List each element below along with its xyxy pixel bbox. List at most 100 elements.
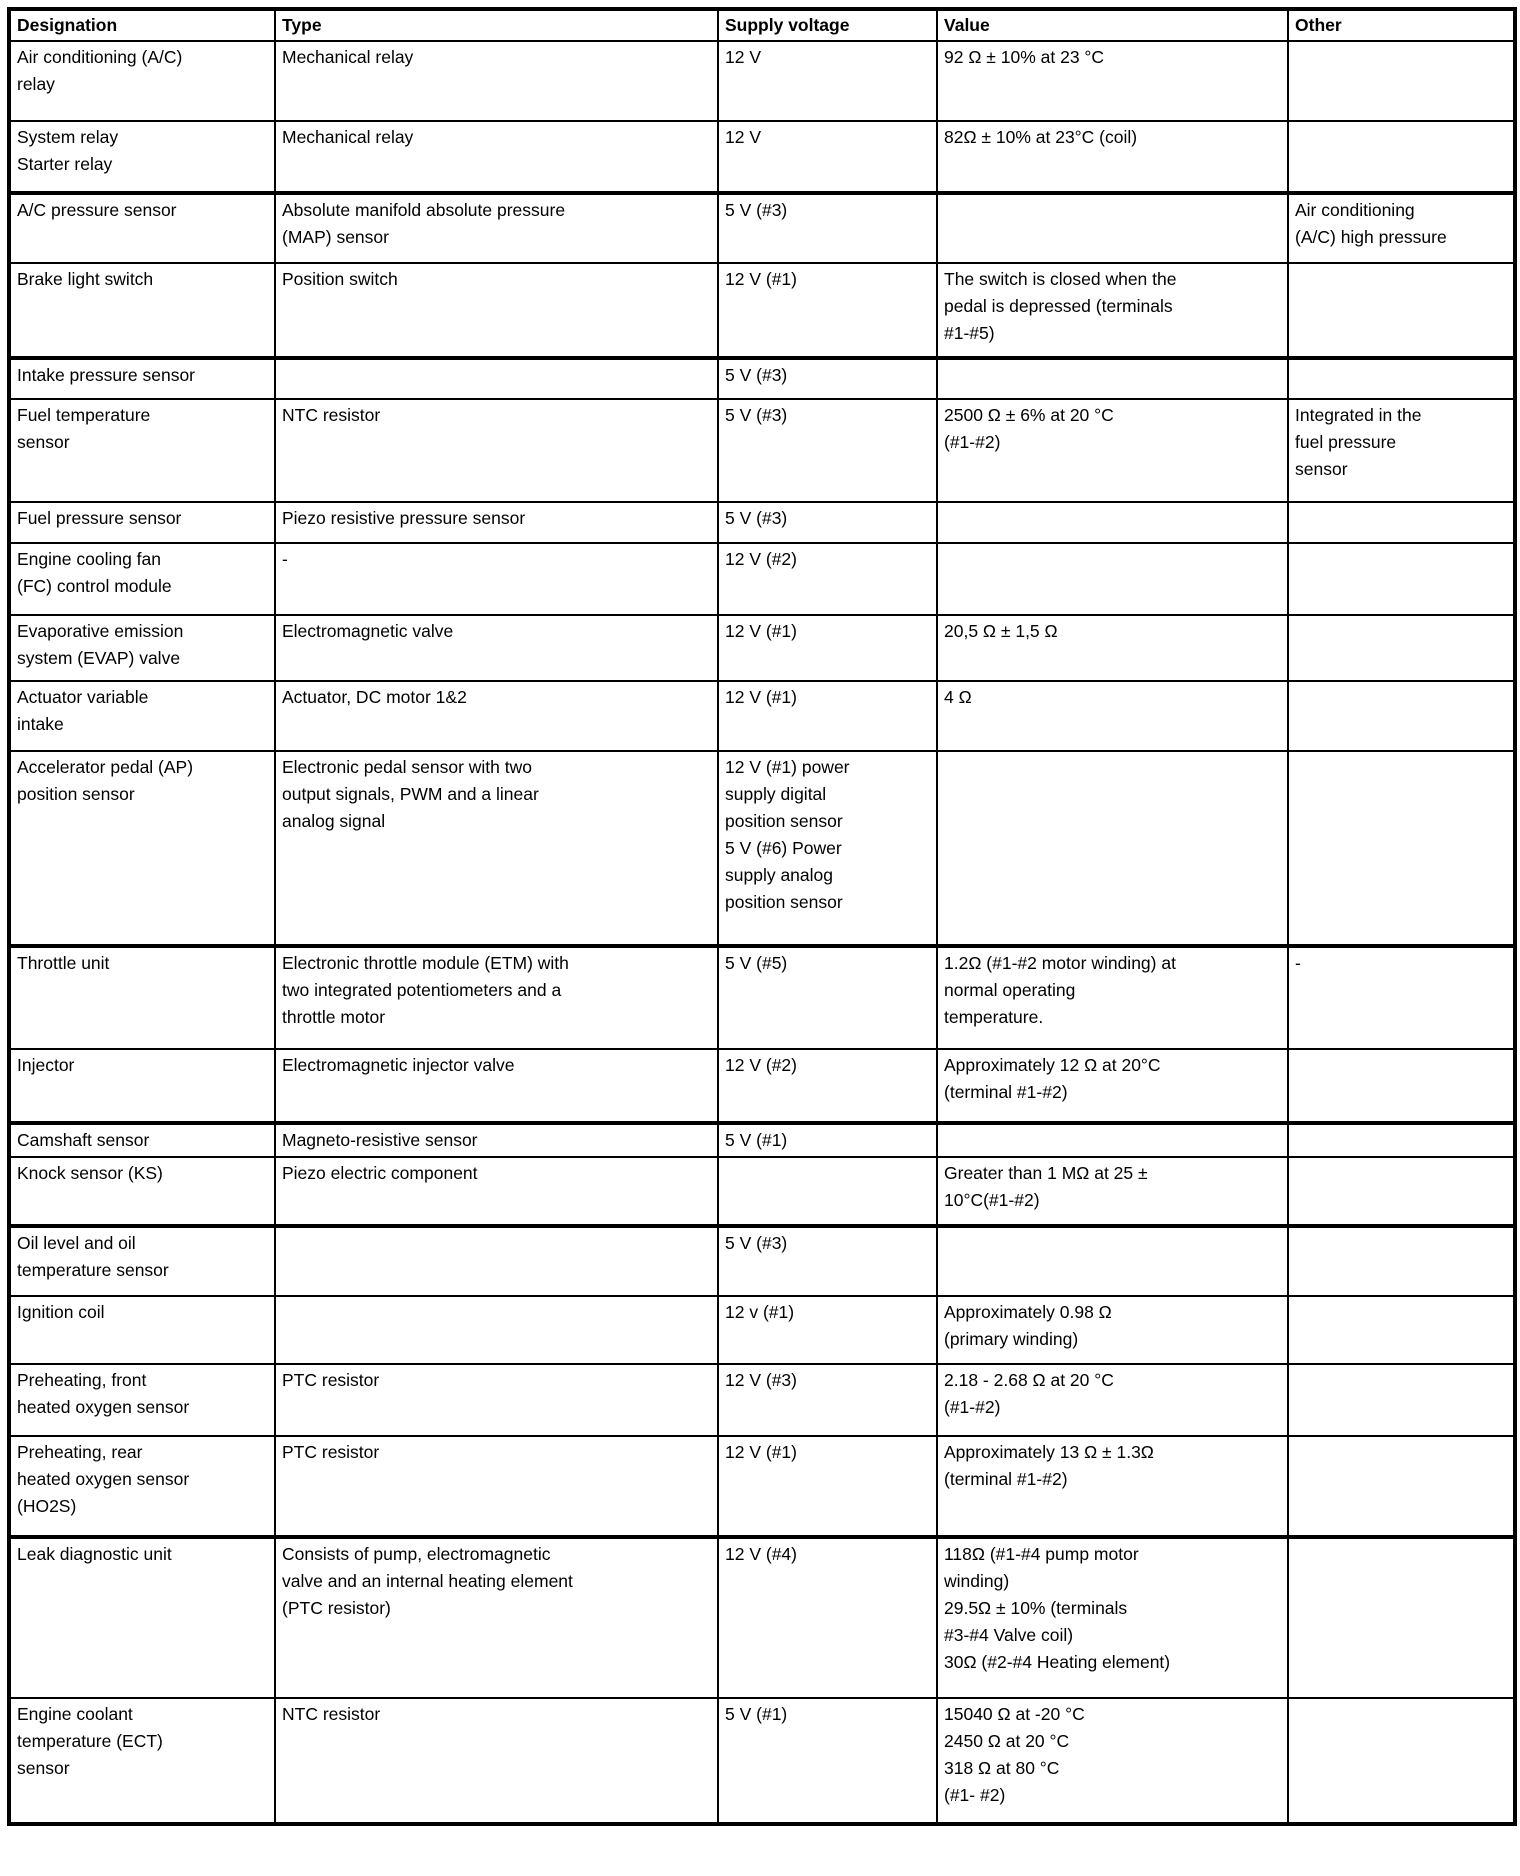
cell-designation: Accelerator pedal (AP) position sensor (8, 750, 276, 947)
table-row: Leak diagnostic unit Consists of pump, el… (8, 1535, 1516, 1699)
cell-designation: Throttle unit (8, 944, 276, 1050)
cell-designation: Fuel temperature sensor (8, 398, 276, 503)
cell-supply_voltage: 12 v (#1) (717, 1295, 938, 1365)
cell-value: 2500 Ω ± 6% at 20 °C (#1-#2) (936, 398, 1289, 503)
cell-other (1287, 1697, 1516, 1825)
cell-value (936, 1121, 1289, 1158)
table-row: Accelerator pedal (AP) position sensor El… (8, 750, 1516, 947)
cell-type: PTC resistor (274, 1435, 719, 1538)
table-row: System relay Starter relay Mechanical rel… (8, 120, 1516, 194)
cell-other (1287, 1121, 1516, 1158)
cell-value: Approximately 13 Ω ± 1.3Ω (terminal #1-#… (936, 1435, 1289, 1538)
cell-supply_voltage: 12 V (#3) (717, 1363, 938, 1437)
cell-designation: Engine cooling fan (FC) control module (8, 542, 276, 616)
cell-type: NTC resistor (274, 398, 719, 503)
cell-designation: Intake pressure sensor (8, 356, 276, 400)
cell-supply_voltage: 12 V (#4) (717, 1535, 938, 1699)
cell-value: The switch is closed when the pedal is d… (936, 262, 1289, 359)
cell-value (936, 191, 1289, 264)
cell-other: Integrated in the fuel pressure sensor (1287, 398, 1516, 503)
cell-value (936, 542, 1289, 616)
table-row: Camshaft sensor Magneto-resistive sensor 5… (8, 1121, 1516, 1158)
cell-other (1287, 1295, 1516, 1365)
cell-supply_voltage: 12 V (717, 120, 938, 194)
cell-value: 20,5 Ω ± 1,5 Ω (936, 614, 1289, 682)
column-header-supply-voltage: Supply voltage (717, 8, 938, 42)
cell-supply_voltage (717, 1156, 938, 1227)
table-row: Air conditioning (A/C) relay Mechanical r… (8, 40, 1516, 122)
cell-other (1287, 356, 1516, 400)
table-row: Fuel pressure sensor Piezo resistive pres… (8, 501, 1516, 544)
cell-designation: Brake light switch (8, 262, 276, 359)
cell-type (274, 1295, 719, 1365)
cell-other (1287, 40, 1516, 122)
cell-designation: Preheating, rear heated oxygen sensor (H… (8, 1435, 276, 1538)
cell-designation: Actuator variable intake (8, 680, 276, 752)
component-spec-table: Designation Type Supply voltage Value Ot… (7, 7, 1517, 1826)
cell-other: - (1287, 944, 1516, 1050)
cell-designation: Knock sensor (KS) (8, 1156, 276, 1227)
cell-type: Electromagnetic injector valve (274, 1048, 719, 1124)
cell-type (274, 356, 719, 400)
table-row: Brake light switch Position switch 12 V (#… (8, 262, 1516, 359)
cell-other: Air conditioning (A/C) high pressure (1287, 191, 1516, 264)
cell-designation: Injector (8, 1048, 276, 1124)
cell-designation: Air conditioning (A/C) relay (8, 40, 276, 122)
cell-designation: Ignition coil (8, 1295, 276, 1365)
cell-supply_voltage: 12 V (717, 40, 938, 122)
cell-type: Actuator, DC motor 1&2 (274, 680, 719, 752)
cell-other (1287, 750, 1516, 947)
cell-supply_voltage: 5 V (#3) (717, 398, 938, 503)
cell-value (936, 501, 1289, 544)
cell-other (1287, 262, 1516, 359)
table-row: Engine coolant temperature (ECT) sensor N… (8, 1697, 1516, 1825)
table-row: A/C pressure sensor Absolute manifold abs… (8, 191, 1516, 264)
table-row: Oil level and oil temperature sensor 5 V … (8, 1224, 1516, 1297)
cell-value: Greater than 1 MΩ at 25 ± 10°C(#1-#2) (936, 1156, 1289, 1227)
table-row: Engine cooling fan (FC) control module -1… (8, 542, 1516, 616)
cell-designation: Evaporative emission system (EVAP) valve (8, 614, 276, 682)
cell-supply_voltage: 12 V (#1) (717, 1435, 938, 1538)
cell-other (1287, 1048, 1516, 1124)
cell-value: 1.2Ω (#1-#2 motor winding) at normal ope… (936, 944, 1289, 1050)
cell-type: Electromagnetic valve (274, 614, 719, 682)
cell-type: Piezo resistive pressure sensor (274, 501, 719, 544)
cell-type (274, 1224, 719, 1297)
cell-value: Approximately 12 Ω at 20°C (terminal #1-… (936, 1048, 1289, 1124)
cell-other (1287, 542, 1516, 616)
cell-type: Piezo electric component (274, 1156, 719, 1227)
cell-value: 4 Ω (936, 680, 1289, 752)
cell-other (1287, 680, 1516, 752)
cell-supply_voltage: 12 V (#1) (717, 262, 938, 359)
cell-supply_voltage: 5 V (#3) (717, 1224, 938, 1297)
cell-designation: Camshaft sensor (8, 1121, 276, 1158)
cell-type: Magneto-resistive sensor (274, 1121, 719, 1158)
cell-value: 92 Ω ± 10% at 23 °C (936, 40, 1289, 122)
cell-designation: Engine coolant temperature (ECT) sensor (8, 1697, 276, 1825)
cell-supply_voltage: 12 V (#1) power supply digital position … (717, 750, 938, 947)
cell-designation: Fuel pressure sensor (8, 501, 276, 544)
cell-other (1287, 1156, 1516, 1227)
cell-other (1287, 120, 1516, 194)
cell-supply_voltage: 12 V (#2) (717, 542, 938, 616)
table-row: Preheating, rear heated oxygen sensor (H… (8, 1435, 1516, 1538)
table-row: Ignition coil 12 v (#1) Approximately 0.98… (8, 1295, 1516, 1365)
column-header-value: Value (936, 8, 1289, 42)
cell-type: Electronic throttle module (ETM) with tw… (274, 944, 719, 1050)
cell-value (936, 1224, 1289, 1297)
cell-type: NTC resistor (274, 1697, 719, 1825)
cell-value: 15040 Ω at -20 °C 2450 Ω at 20 °C 318 Ω … (936, 1697, 1289, 1825)
table-row: Actuator variable intake Actuator, DC mot… (8, 680, 1516, 752)
cell-type: PTC resistor (274, 1363, 719, 1437)
cell-supply_voltage: 12 V (#1) (717, 680, 938, 752)
cell-type: Position switch (274, 262, 719, 359)
cell-other (1287, 1363, 1516, 1437)
column-header-type: Type (274, 8, 719, 42)
cell-type: Mechanical relay (274, 40, 719, 122)
cell-supply_voltage: 5 V (#1) (717, 1697, 938, 1825)
cell-supply_voltage: 5 V (#5) (717, 944, 938, 1050)
table-row: Preheating, front heated oxygen sensor PT… (8, 1363, 1516, 1437)
cell-supply_voltage: 5 V (#3) (717, 501, 938, 544)
cell-supply_voltage: 5 V (#3) (717, 356, 938, 400)
